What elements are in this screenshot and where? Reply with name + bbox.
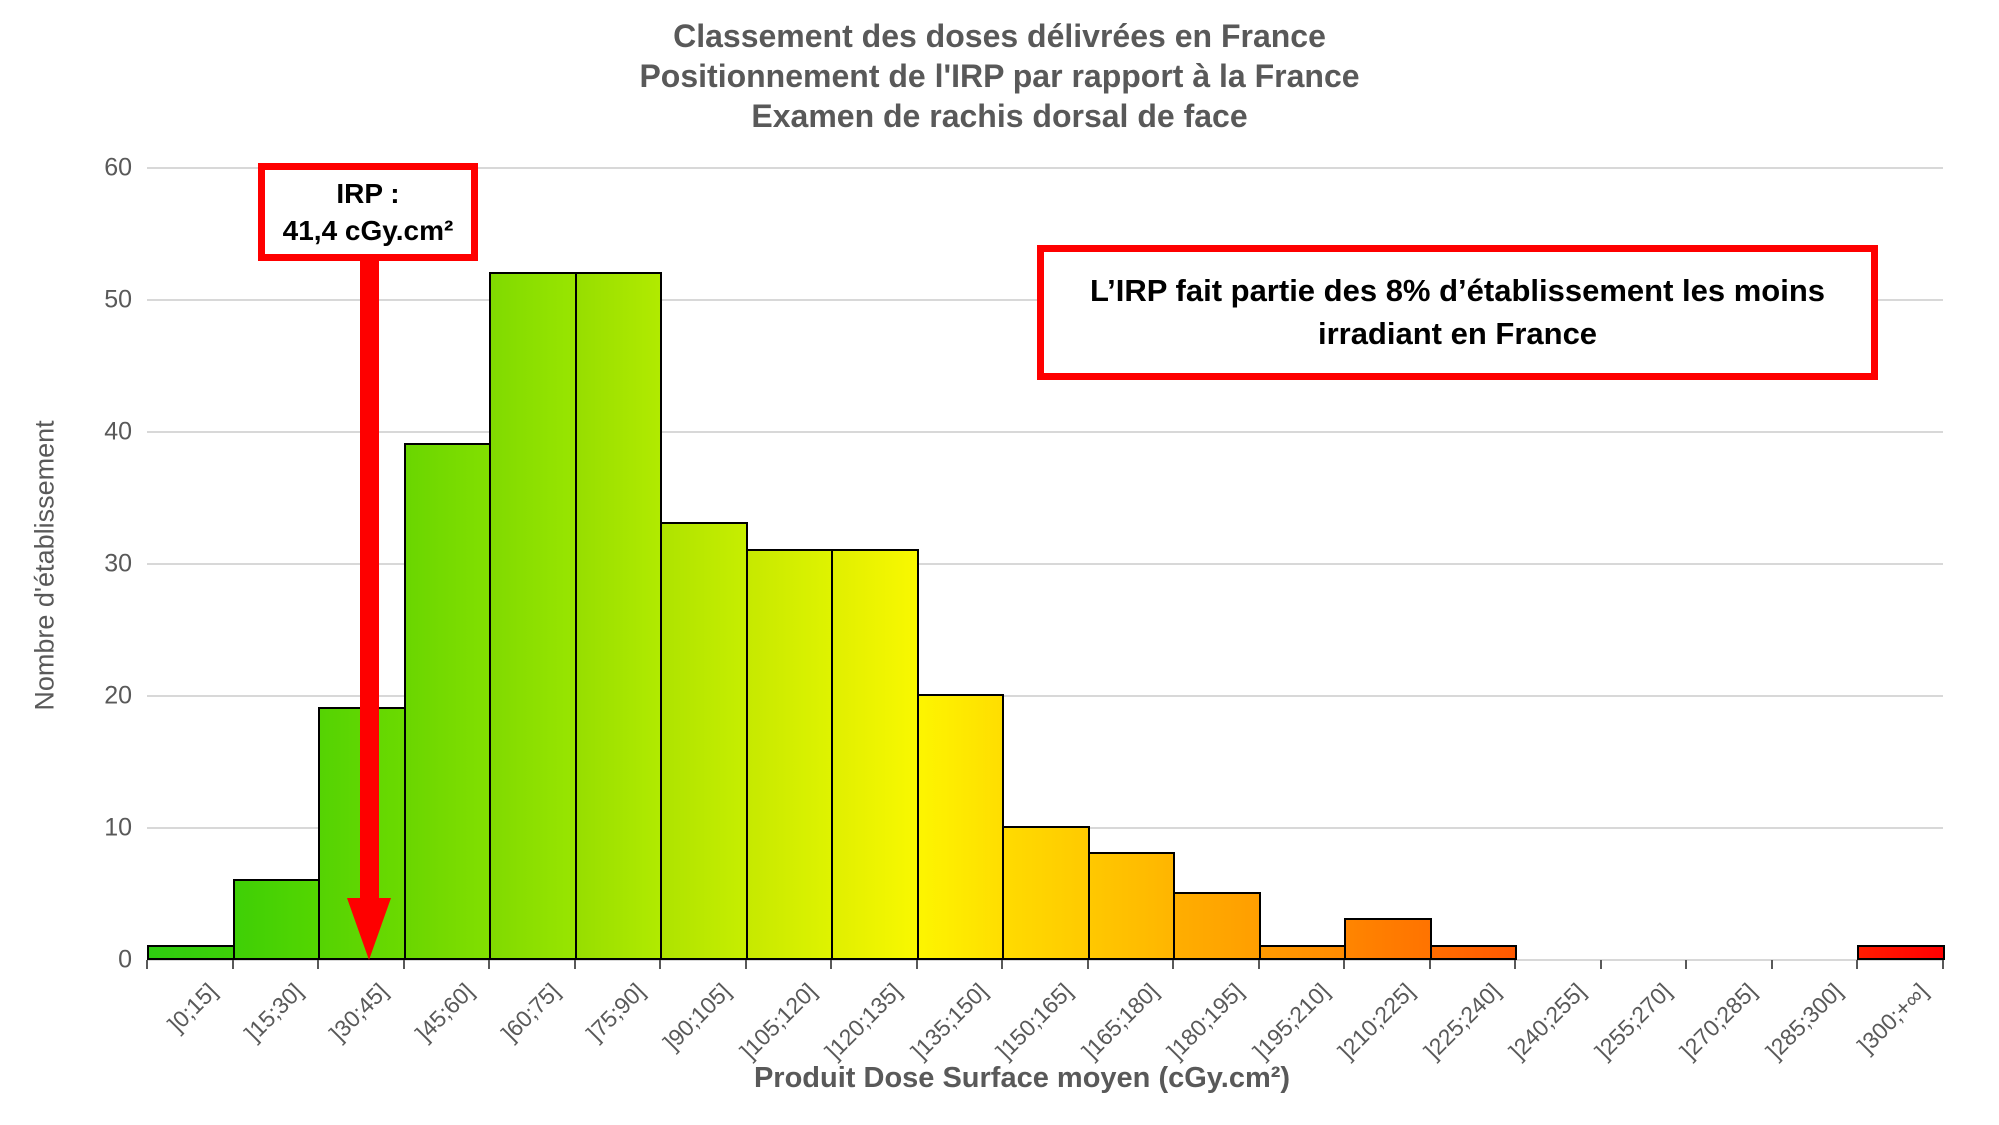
info-annotation-line2: irradiant en France [1317,316,1598,351]
x-tick-6 [659,960,662,969]
irp-arrow-shaft [360,259,379,899]
x-tick-label-]0;15]: ]0;15] [163,978,223,1038]
chart-title-line3: Examen de rachis dorsal de face [751,98,1248,134]
x-tick-16 [1514,960,1517,969]
x-tick-7 [744,960,747,969]
bar-]195;210] [1258,944,1347,960]
y-axis-title: Nombre d'établissement [29,420,60,711]
gridline-30 [147,563,1943,565]
bar-]120;135] [831,548,919,960]
x-tick-label-]240;255]: ]240;255] [1504,978,1591,1065]
x-tick-21 [1942,960,1944,969]
chart-title-line2: Positionnement de l'IRP par rapport à la… [639,58,1360,94]
x-tick-label-]270;285]: ]270;285] [1675,978,1762,1065]
x-tick-label-]255;270]: ]255;270] [1589,978,1677,1065]
irp-annotation-line2: 41,4 cGy.cm² [282,215,454,246]
gridline-40 [147,431,1943,433]
x-tick-label-]300;+∞]: ]300;+∞] [1852,978,1933,1059]
chart-title-line1: Classement des doses délivrées en France [673,18,1326,54]
y-tick-label-60: 60 [104,153,132,182]
x-tick-19 [1770,960,1773,969]
x-tick-label-]165;180]: ]165;180] [1076,978,1163,1065]
x-tick-label-]135;150]: ]135;150] [905,978,992,1065]
bar-]165;180] [1087,852,1176,960]
x-tick-1 [231,960,234,969]
chart-title: Classement des doses délivrées en France… [0,16,1999,136]
x-tick-label-]210;225]: ]210;225] [1333,978,1420,1065]
bar-]0;15] [147,944,235,960]
y-tick-label-40: 40 [104,417,132,446]
x-tick-13 [1257,960,1260,969]
x-tick-label-]75;90]: ]75;90] [581,978,650,1047]
info-annotation-box: L’IRP fait partie des 8% d’établissement… [1037,245,1878,380]
info-annotation-line1: L’IRP fait partie des 8% d’établissement… [1089,273,1826,308]
x-tick-label-]150;165]: ]150;165] [991,978,1078,1065]
x-axis-title: Produit Dose Surface moyen (cGy.cm²) [753,1062,1291,1094]
x-tick-label-]225;240]: ]225;240] [1418,978,1506,1065]
bar-]15;30] [232,878,321,960]
x-tick-14 [1343,960,1346,969]
gridline-20 [147,695,1943,697]
x-tick-label-]180;195]: ]180;195] [1162,978,1249,1065]
x-tick-label-]195;210]: ]195;210] [1247,978,1334,1065]
x-tick-8 [830,960,833,969]
x-tick-3 [402,960,405,969]
x-tick-2 [317,960,320,969]
x-tick-label-]15;30]: ]15;30] [239,978,308,1047]
x-tick-label-]45;60]: ]45;60] [410,978,479,1047]
x-tick-label-]30;45]: ]30;45] [325,978,394,1047]
gridline-60 [147,167,1943,169]
x-tick-5 [573,960,576,969]
bar-]150;165] [1002,826,1090,960]
y-tick-label-20: 20 [104,681,132,710]
irp-annotation-line1: IRP : [336,178,400,209]
bar-]180;195] [1173,892,1261,960]
bar-]105;120] [745,548,834,960]
x-tick-0 [146,960,148,969]
x-tick-10 [1001,960,1004,969]
x-tick-4 [488,960,491,969]
x-tick-label-]105;120]: ]105;120] [734,978,821,1065]
x-tick-label-]60;75]: ]60;75] [496,978,565,1047]
irp-arrow-head-icon [347,898,391,960]
bar-]75;90] [574,271,663,960]
bar-]45;60] [403,443,492,960]
bar-]225;240] [1429,944,1518,960]
x-tick-label-]120;135]: ]120;135] [820,978,907,1065]
bar-]60;75] [489,271,577,960]
irp-annotation-box: IRP : 41,4 cGy.cm² [258,163,478,261]
y-tick-label-30: 30 [104,549,132,578]
x-tick-15 [1428,960,1431,969]
y-tick-label-10: 10 [104,813,132,842]
y-tick-label-0: 0 [118,945,132,974]
x-tick-18 [1685,960,1688,969]
x-tick-17 [1599,960,1602,969]
bar-]135;150] [916,694,1005,960]
x-tick-label-]285;300]: ]285;300] [1760,978,1848,1065]
bar-]90;105] [660,522,748,960]
bar-]210;225] [1344,918,1432,960]
x-tick-9 [915,960,918,969]
x-tick-12 [1172,960,1175,969]
x-tick-label-]90;105]: ]90;105] [658,978,736,1056]
y-tick-label-50: 50 [104,285,132,314]
bar-]300;+∞] [1857,944,1945,960]
x-tick-11 [1086,960,1089,969]
x-tick-20 [1856,960,1859,969]
gridline-0 [147,959,1943,961]
